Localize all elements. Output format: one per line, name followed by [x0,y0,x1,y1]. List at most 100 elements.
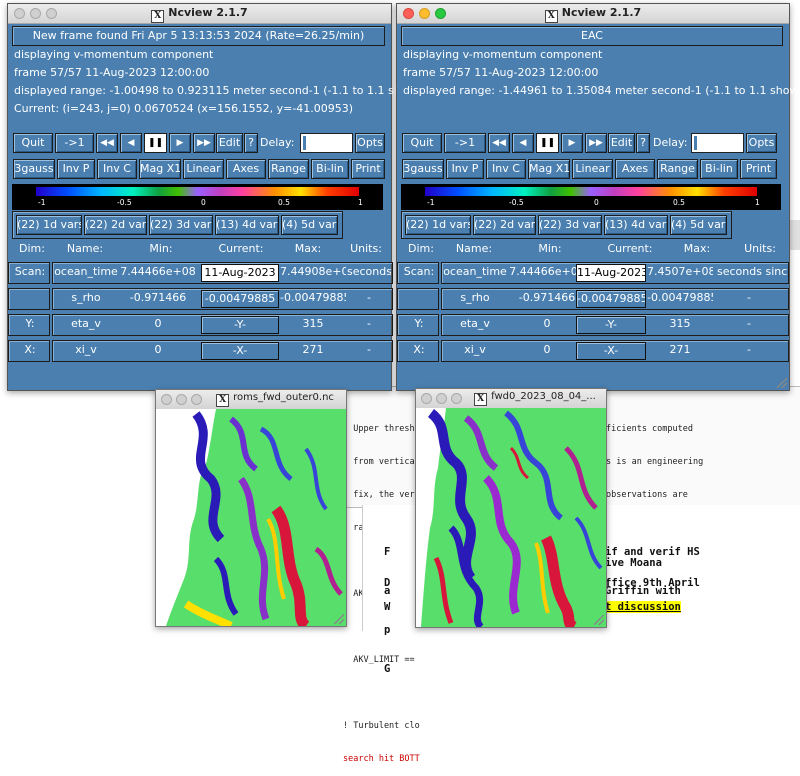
dim-current-button[interactable]: -X- [576,342,646,360]
zoom-button[interactable] [451,393,462,404]
close-button[interactable] [161,394,172,405]
delay-slider-knob[interactable] [303,136,306,150]
vars-1d-button[interactable]: (22) 1d vars [16,215,82,235]
dim-label: Y: [414,317,424,330]
tool-inv-p-button[interactable]: Inv P [57,159,95,179]
vars-4d-button[interactable]: (13) 4d vars [604,215,668,235]
edit-button[interactable]: Edit [216,133,243,153]
quit-button[interactable]: Quit [402,133,442,153]
tool-range-button[interactable]: Range [657,159,698,179]
ocean-velocity-plot[interactable] [156,409,346,626]
current-band-red [433,556,454,624]
zoom-button[interactable] [435,8,446,19]
zoom-button[interactable] [46,8,57,19]
ocean-velocity-plot[interactable] [416,408,606,627]
vars-3d-button[interactable]: (22) 3d vars [149,215,213,235]
tool-mag-button[interactable]: Mag X1 [139,159,181,179]
tool-print-button[interactable]: Print [351,159,385,179]
pause-button[interactable]: ❚❚ [536,133,559,153]
step-forward-button[interactable]: ▶ [169,133,191,153]
tool-bilin-button[interactable]: Bi-lin [700,159,738,179]
fast-forward-button[interactable]: ▶▶ [585,133,607,153]
help-button[interactable]: ? [244,133,258,153]
current-band-blue [192,411,225,543]
zoom-button[interactable] [191,394,202,405]
jump-first-button[interactable]: ->1 [55,133,94,153]
close-button[interactable] [14,8,25,19]
step-back-button[interactable]: ◀ [120,133,142,153]
minimize-button[interactable] [30,8,41,19]
vars-2d-button[interactable]: (22) 2d vars [84,215,147,235]
jump-first-button[interactable]: ->1 [444,133,486,153]
pause-button[interactable]: ❚❚ [144,133,167,153]
vars-4d-button[interactable]: (13) 4d vars [215,215,279,235]
tool-inv-c-button[interactable]: Inv C [486,159,526,179]
vars-5d-button[interactable]: (4) 5d vars [670,215,727,235]
minimize-button[interactable] [419,8,430,19]
fast-forward-button[interactable]: ▶▶ [193,133,215,153]
delay-slider[interactable] [300,133,353,153]
dim-name: eta_v [71,317,101,330]
tool-print-button[interactable]: Print [740,159,777,179]
dim-row-cells [441,340,789,362]
vars-3d-button[interactable]: (22) 3d vars [538,215,602,235]
dim-label: X: [24,343,36,356]
vars-1d-button[interactable]: (22) 1d vars [405,215,471,235]
resize-handle[interactable] [777,378,787,388]
dim-units: - [747,291,751,304]
quit-button[interactable]: Quit [13,133,53,153]
info-line: Current: (i=243, j=0) 0.0670524 (x=156.1… [14,102,354,115]
doc-col-right: if and verif HS Griffin with [605,520,700,611]
dim-row-cells [52,314,393,336]
tool-mag-button[interactable]: Mag X1 [528,159,570,179]
dim-current-button[interactable]: -X- [201,342,279,360]
ncview-window-right: X Ncview 2.1.7 EAC displaying v-momentum … [396,3,800,391]
step-forward-button[interactable]: ▶ [561,133,583,153]
dim-current-button[interactable]: 11-Aug-2023 [201,264,279,282]
step-back-button[interactable]: ◀ [512,133,534,153]
edit-button[interactable]: Edit [608,133,635,153]
minimize-button[interactable] [436,393,447,404]
vars-2d-button[interactable]: (22) 2d vars [473,215,536,235]
dim-current-button[interactable]: 11-Aug-2023 [576,264,646,282]
tool-linear-button[interactable]: Linear [183,159,224,179]
dim-current-button[interactable]: -Y- [576,316,646,334]
tool-inv-c-button[interactable]: Inv C [97,159,137,179]
current-band-magenta [314,546,343,596]
titlebar[interactable]: X Ncview 2.1.7 [8,4,391,24]
dim-units: - [747,343,751,356]
delay-slider[interactable] [691,133,744,153]
info-line: displayed range: -1.44961 to 1.35084 met… [403,84,800,97]
tool-axes-button[interactable]: Axes [226,159,266,179]
resize-handle[interactable] [594,615,604,625]
tool-inv-p-button[interactable]: Inv P [446,159,484,179]
rewind-button[interactable]: ◀◀ [488,133,510,153]
dim-row-y [8,314,50,336]
dim-current-button[interactable]: -Y- [201,316,279,334]
opts-button[interactable]: Opts [355,133,385,153]
resize-handle[interactable] [334,614,344,624]
rewind-button[interactable]: ◀◀ [96,133,118,153]
delay-slider-knob[interactable] [694,136,697,150]
dim-current-button[interactable]: -0.00479885 [576,290,646,308]
tool-3gauss-button[interactable]: 3gauss [13,159,55,179]
tool-bilin-button[interactable]: Bi-lin [311,159,349,179]
help-button[interactable]: ? [636,133,650,153]
minimize-button[interactable] [176,394,187,405]
dim-row-x [8,340,50,362]
tool-linear-button[interactable]: Linear [572,159,613,179]
dim-current-button[interactable]: -0.00479885 [201,290,279,308]
tool-range-button[interactable]: Range [268,159,309,179]
tool-3gauss-button[interactable]: 3gauss [402,159,444,179]
opts-button[interactable]: Opts [746,133,777,153]
titlebar[interactable]: X Ncview 2.1.7 [397,4,789,24]
close-button[interactable] [421,393,432,404]
current-band-purple [482,475,521,615]
colorbar-tick: 1 [358,198,363,207]
tool-axes-button[interactable]: Axes [615,159,655,179]
close-button[interactable] [403,8,414,19]
colorbar-tick: 0.5 [673,198,685,207]
vars-5d-button[interactable]: (4) 5d vars [281,215,338,235]
